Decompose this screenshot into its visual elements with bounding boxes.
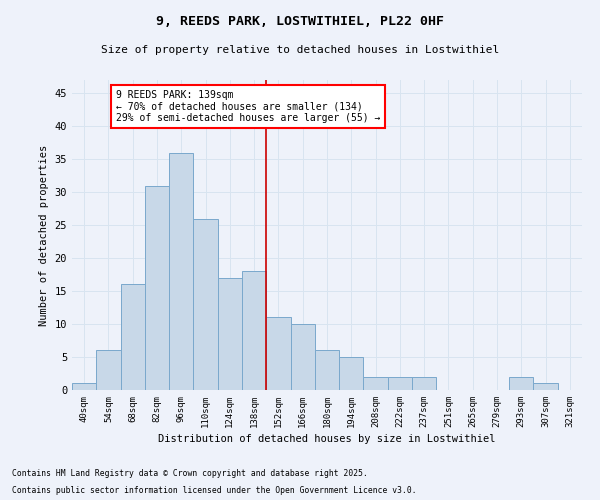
Bar — [145, 186, 169, 390]
Text: 9 REEDS PARK: 139sqm
← 70% of detached houses are smaller (134)
29% of semi-deta: 9 REEDS PARK: 139sqm ← 70% of detached h… — [116, 90, 380, 123]
Bar — [72, 384, 96, 390]
Bar — [193, 218, 218, 390]
Bar — [242, 272, 266, 390]
Y-axis label: Number of detached properties: Number of detached properties — [39, 144, 49, 326]
Bar — [315, 350, 339, 390]
Bar — [266, 318, 290, 390]
Text: Size of property relative to detached houses in Lostwithiel: Size of property relative to detached ho… — [101, 45, 499, 55]
Bar — [169, 152, 193, 390]
Bar — [218, 278, 242, 390]
Text: Contains HM Land Registry data © Crown copyright and database right 2025.: Contains HM Land Registry data © Crown c… — [12, 468, 368, 477]
X-axis label: Distribution of detached houses by size in Lostwithiel: Distribution of detached houses by size … — [158, 434, 496, 444]
Bar — [121, 284, 145, 390]
Bar — [509, 377, 533, 390]
Bar — [339, 357, 364, 390]
Bar — [364, 377, 388, 390]
Bar — [412, 377, 436, 390]
Bar — [533, 384, 558, 390]
Bar — [388, 377, 412, 390]
Text: 9, REEDS PARK, LOSTWITHIEL, PL22 0HF: 9, REEDS PARK, LOSTWITHIEL, PL22 0HF — [156, 15, 444, 28]
Bar — [290, 324, 315, 390]
Bar — [96, 350, 121, 390]
Text: Contains public sector information licensed under the Open Government Licence v3: Contains public sector information licen… — [12, 486, 416, 495]
